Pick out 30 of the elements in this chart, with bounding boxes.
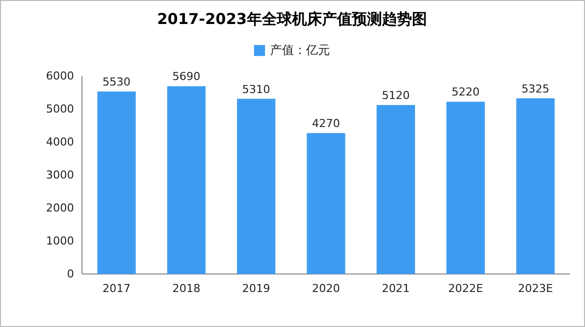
y-tick-label: 4000: [46, 136, 74, 149]
data-label: 5530: [102, 76, 131, 89]
y-tick-label: 3000: [46, 168, 74, 182]
bar: [516, 98, 555, 274]
y-tick-label: 1000: [46, 234, 74, 248]
data-label: 5690: [172, 70, 200, 84]
x-tick-label: 2018: [172, 282, 200, 295]
y-tick-label: 0: [67, 268, 74, 281]
x-tick-label: 2017: [102, 282, 131, 295]
x-tick-label: 2020: [312, 282, 340, 295]
x-tick-label: 2021: [382, 282, 410, 295]
data-label: 5310: [242, 82, 270, 96]
data-label: 5325: [521, 82, 550, 96]
y-tick-label: 2000: [46, 202, 74, 215]
x-tick-label: 2022E: [448, 282, 484, 295]
bar: [97, 92, 136, 274]
x-tick-label: 2023E: [518, 282, 553, 295]
legend-label: 产值：亿元: [270, 43, 330, 57]
y-tick-label: 6000: [46, 70, 74, 83]
data-label: 5120: [382, 89, 410, 102]
x-tick-label: 2019: [242, 282, 270, 295]
bar: [236, 98, 276, 274]
bar: [446, 102, 485, 274]
y-tick-label: 5000: [46, 102, 74, 116]
data-label: 5220: [452, 86, 480, 99]
bar: [306, 133, 346, 274]
data-label: 4270: [312, 117, 340, 130]
chart-title: 2017-2023年全球机床产值预测趋势图: [157, 10, 427, 28]
bar: [167, 86, 206, 274]
bar: [376, 105, 416, 274]
